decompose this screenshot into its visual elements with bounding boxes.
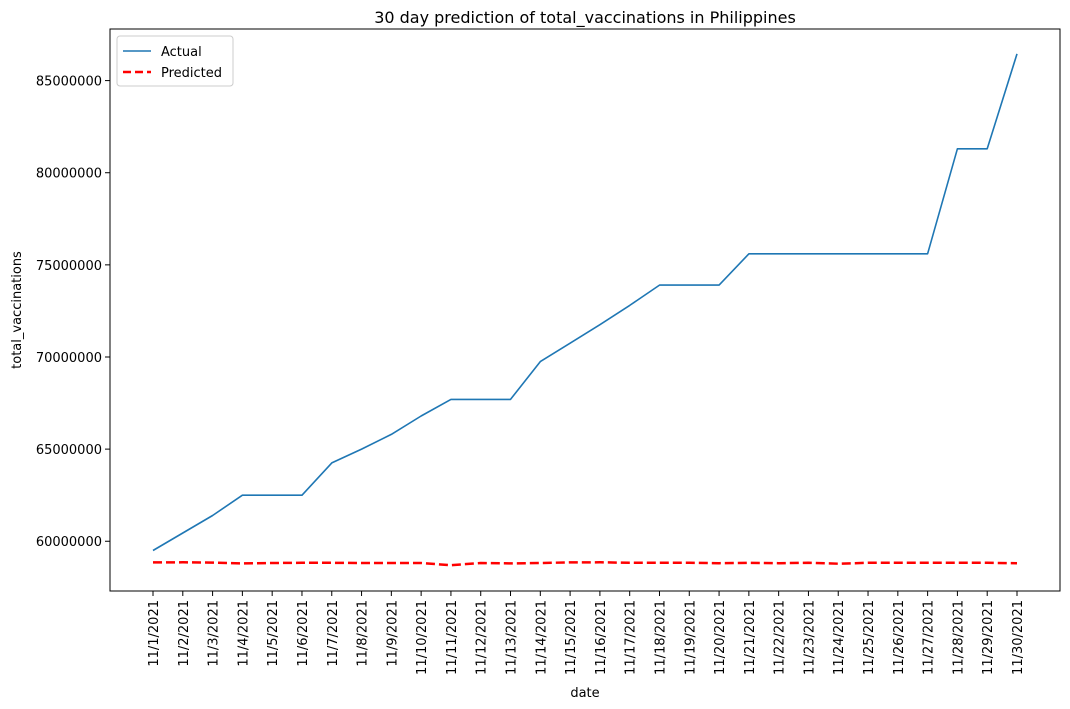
x-tick-label: 11/25/2021 <box>862 600 877 675</box>
x-tick-label: 11/8/2021 <box>356 600 371 667</box>
y-tick-label: 65000000 <box>36 443 102 458</box>
x-tick-label: 11/29/2021 <box>981 600 996 675</box>
x-axis: 11/1/2021 11/2/2021 11/3/2021 11/4/2021 11/5… <box>147 591 1026 675</box>
x-tick-label: 11/26/2021 <box>892 600 907 675</box>
x-tick-label: 11/1/2021 <box>147 600 162 667</box>
x-tick-label: 11/24/2021 <box>832 600 847 675</box>
x-tick-label: 11/7/2021 <box>326 600 341 667</box>
x-tick-label: 11/13/2021 <box>505 600 520 675</box>
y-tick-label: 60000000 <box>36 535 102 550</box>
y-tick-label: 80000000 <box>36 167 102 182</box>
plot-area <box>152 53 1018 567</box>
x-tick-label: 11/9/2021 <box>385 600 400 667</box>
x-tick-label: 11/2/2021 <box>177 600 192 667</box>
series-line-predicted <box>152 561 1018 567</box>
x-tick-label: 11/3/2021 <box>207 600 222 667</box>
legend-label-actual: Actual <box>161 45 202 60</box>
y-tick-label: 70000000 <box>36 351 102 366</box>
x-tick-label: 11/11/2021 <box>445 600 460 675</box>
x-tick-label: 11/15/2021 <box>564 600 579 675</box>
x-tick-label: 11/22/2021 <box>773 600 788 675</box>
x-tick-label: 11/20/2021 <box>713 600 728 675</box>
x-tick-label: 11/14/2021 <box>534 600 549 675</box>
x-tick-label: 11/30/2021 <box>1011 600 1026 675</box>
x-tick-label: 11/10/2021 <box>415 600 430 675</box>
x-tick-label: 11/16/2021 <box>594 600 609 675</box>
y-tick-label: 75000000 <box>36 259 102 274</box>
x-tick-label: 11/28/2021 <box>951 600 966 675</box>
x-tick-label: 11/19/2021 <box>683 600 698 675</box>
legend-label-predicted: Predicted <box>161 66 222 81</box>
plot-frame <box>109 28 1061 592</box>
x-tick-label: 11/5/2021 <box>266 600 281 667</box>
y-tick-label: 85000000 <box>36 75 102 90</box>
x-axis-label: date <box>570 686 599 701</box>
legend: Actual Predicted <box>116 35 234 87</box>
x-tick-label: 11/12/2021 <box>475 600 490 675</box>
chart-title: 30 day prediction of total_vaccinations … <box>374 8 796 28</box>
x-tick-label: 11/18/2021 <box>653 600 668 675</box>
x-tick-label: 11/4/2021 <box>236 600 251 667</box>
x-tick-label: 11/23/2021 <box>802 600 817 675</box>
series-line-actual <box>152 53 1018 552</box>
legend-box <box>116 35 234 87</box>
x-tick-label: 11/21/2021 <box>743 600 758 675</box>
x-tick-label: 11/6/2021 <box>296 600 311 667</box>
x-tick-label: 11/17/2021 <box>624 600 639 675</box>
y-axis-label: total_vaccinations <box>10 251 25 369</box>
y-axis: 60000000 65000000 70000000 75000000 80000000… <box>36 75 110 550</box>
x-tick-label: 11/27/2021 <box>922 600 937 675</box>
